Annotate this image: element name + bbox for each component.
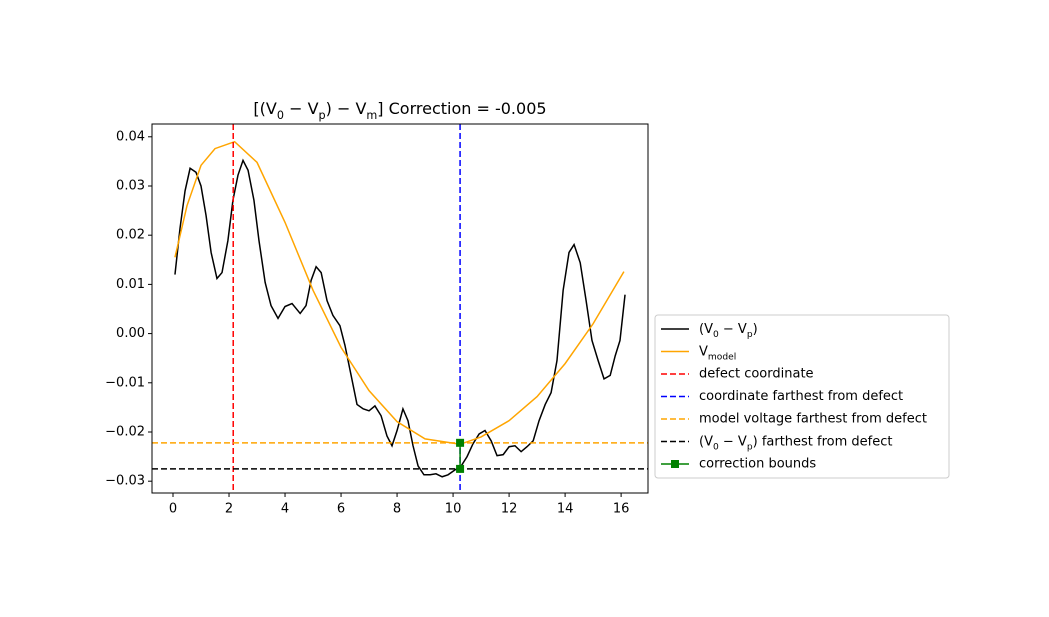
legend-label: (V0 − Vp) farthest from defect <box>699 434 893 452</box>
legend-label: defect coordinate <box>699 367 814 382</box>
x-tick-label: 14 <box>557 502 574 517</box>
y-tick-label: 0.00 <box>116 326 145 341</box>
legend-marker <box>671 460 679 468</box>
data-line <box>174 140 625 446</box>
x-tick-label: 0 <box>169 502 177 517</box>
x-tick-label: 8 <box>393 502 401 517</box>
chart-title: [(V0 − Vp) − Vm] Correction = -0.005 <box>253 99 546 122</box>
y-tick-label: −0.01 <box>105 375 145 390</box>
x-tick-label: 2 <box>225 502 233 517</box>
y-tick-label: 0.03 <box>116 178 145 193</box>
x-tick-label: 6 <box>337 502 345 517</box>
y-tick-label: 0.04 <box>116 129 145 144</box>
y-tick-label: 0.01 <box>116 277 145 292</box>
y-tick-label: −0.03 <box>105 474 145 489</box>
x-tick-label: 12 <box>501 502 518 517</box>
data-line <box>174 158 626 478</box>
x-tick-label: 10 <box>445 502 462 517</box>
legend-label: correction bounds <box>699 457 816 472</box>
legend-label: Vmodel <box>699 344 736 362</box>
y-tick-label: −0.02 <box>105 424 145 439</box>
legend-label: (V0 − Vp) <box>699 322 758 340</box>
plot-frame <box>151 123 649 494</box>
y-tick-label: 0.02 <box>116 228 145 243</box>
legend-box <box>654 314 950 479</box>
legend-label: model voltage farthest from defect <box>699 412 927 427</box>
marker <box>456 464 465 473</box>
x-tick-label: 16 <box>613 502 630 517</box>
x-tick-label: 4 <box>281 502 289 517</box>
marker <box>456 438 465 447</box>
legend-label: coordinate farthest from defect <box>699 389 903 404</box>
